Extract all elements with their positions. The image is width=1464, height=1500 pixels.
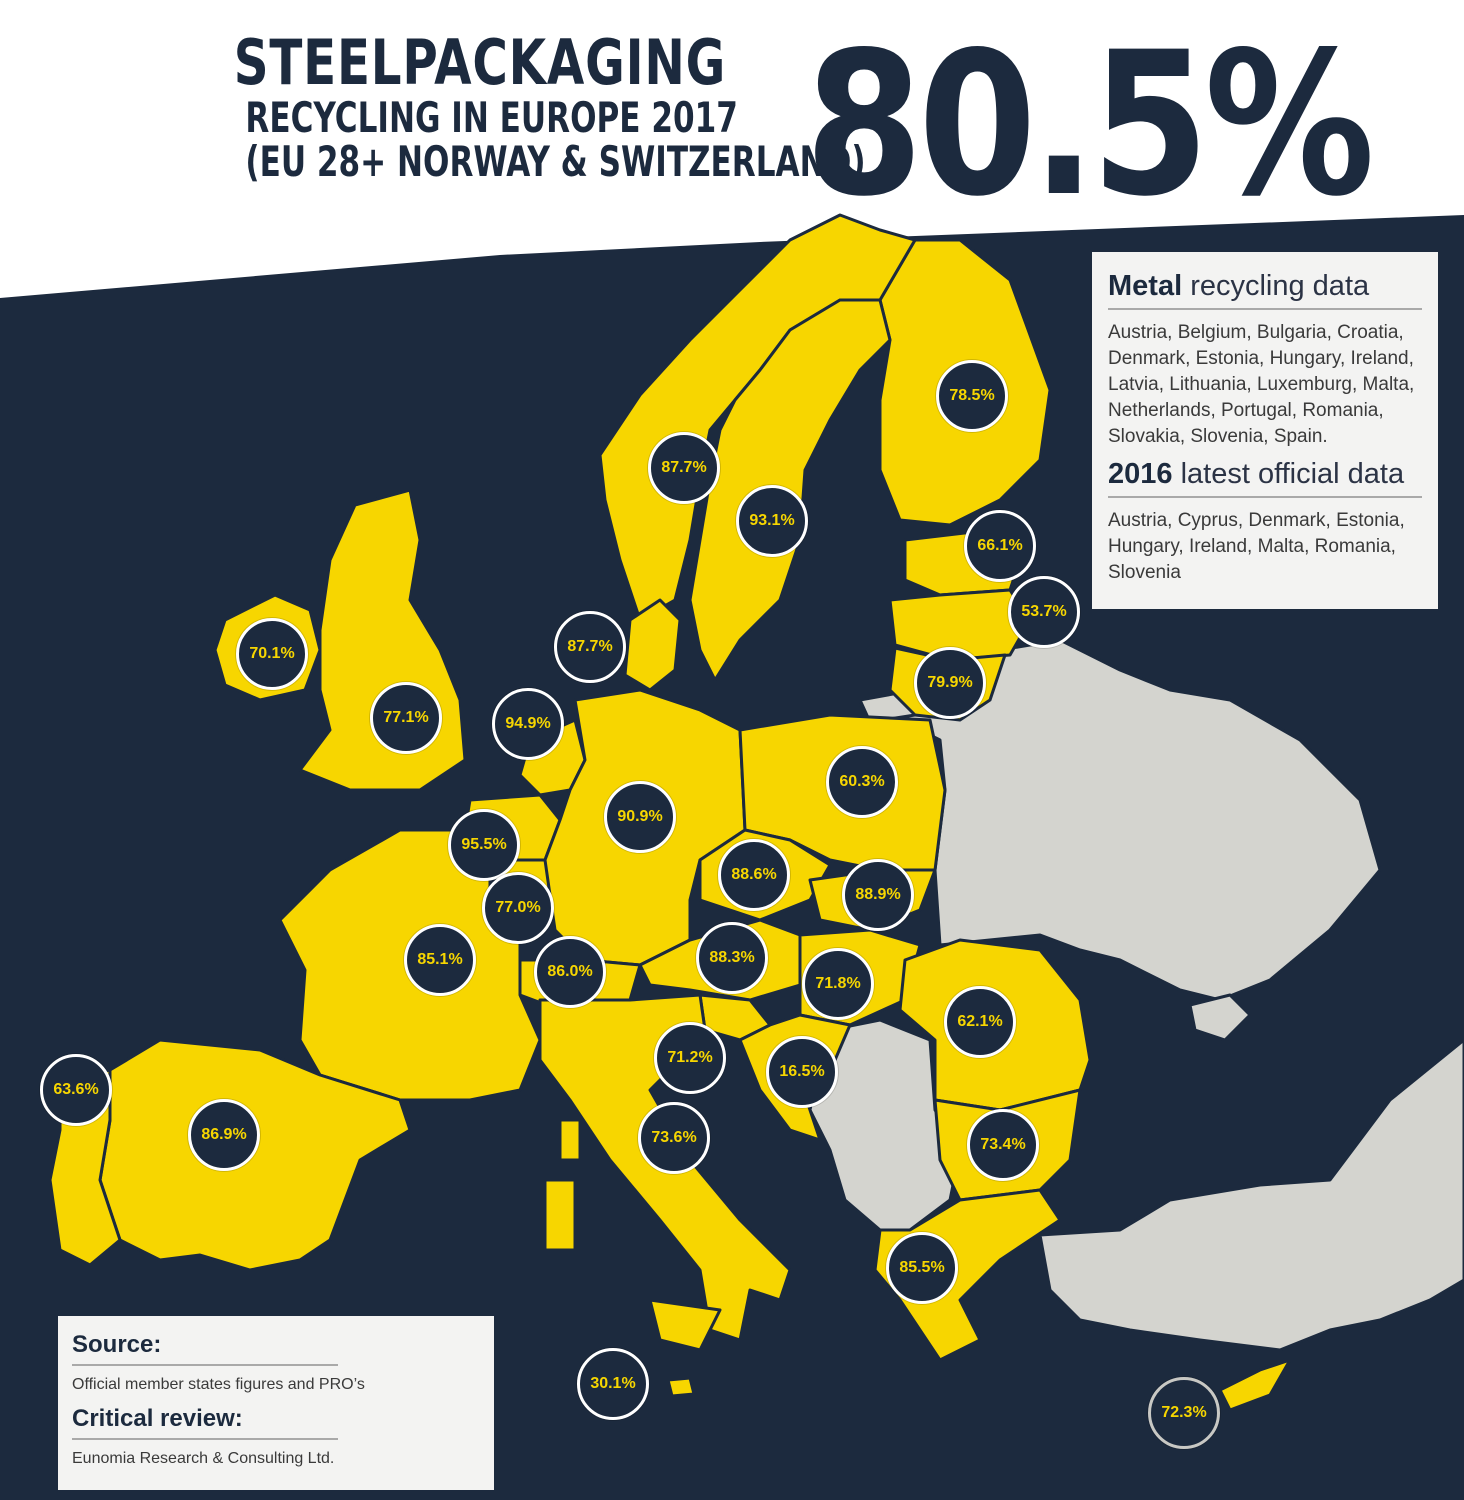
badge-germany: 90.9% bbox=[604, 781, 676, 853]
title-main: STEELPACKAGING bbox=[233, 26, 727, 99]
badge-bulgaria: 73.4% bbox=[967, 1109, 1039, 1181]
badge-portugal: 63.6% bbox=[40, 1054, 112, 1126]
latest-data-countries: Austria, Cyprus, Denmark, Estonia, Hunga… bbox=[1108, 510, 1405, 583]
badge-romania: 62.1% bbox=[944, 986, 1016, 1058]
denmark-shape bbox=[623, 598, 682, 692]
latest-heading-rest: latest official data bbox=[1172, 458, 1405, 490]
header-band bbox=[0, 0, 1464, 298]
data-notes-panel: Metal recycling data Austria, Belgium, B… bbox=[1092, 252, 1438, 609]
badge-greece: 85.5% bbox=[886, 1232, 958, 1304]
badge-switzerland: 86.0% bbox=[534, 936, 606, 1008]
badge-hungary: 71.8% bbox=[802, 948, 874, 1020]
badge-austria: 88.3% bbox=[696, 922, 768, 994]
badge-united-kingdom: 77.1% bbox=[370, 682, 442, 754]
review-heading: Critical review: bbox=[72, 1405, 243, 1432]
badge-netherlands: 94.9% bbox=[492, 688, 564, 760]
turkey-landmass bbox=[1038, 1038, 1464, 1352]
badge-finland: 78.5% bbox=[936, 360, 1008, 432]
corsica-shape bbox=[558, 1118, 582, 1162]
crimea-landmass bbox=[1188, 993, 1252, 1042]
metal-heading-bold: Metal bbox=[1108, 270, 1183, 302]
metal-data-countries: Austria, Belgium, Bulgaria, Croatia, Den… bbox=[1108, 322, 1415, 447]
title-subtitle: RECYCLING IN EUROPE 2017 bbox=[245, 93, 738, 142]
source-text: Official member states figures and PRO’s bbox=[72, 1376, 365, 1393]
title-block: STEELPACKAGING RECYCLING IN EUROPE 2017 … bbox=[170, 26, 866, 186]
badge-denmark: 87.7% bbox=[554, 611, 626, 683]
badge-italy: 73.6% bbox=[638, 1102, 710, 1174]
title-scope: (EU 28+ NORWAY & SWITZERLAND) bbox=[245, 137, 866, 186]
latest-data-heading: 2016 latest official data bbox=[1108, 456, 1422, 492]
divider bbox=[1108, 496, 1422, 498]
badge-luxembourg: 77.0% bbox=[482, 872, 554, 944]
sardinia-shape bbox=[543, 1178, 577, 1252]
review-text: Eunomia Research & Consulting Ltd. bbox=[72, 1450, 335, 1467]
badge-czech-republic: 88.6% bbox=[718, 839, 790, 911]
source-heading: Source: bbox=[72, 1331, 162, 1358]
badge-poland: 60.3% bbox=[826, 746, 898, 818]
badge-lithuania: 79.9% bbox=[914, 647, 986, 719]
sicily-shape bbox=[648, 1298, 722, 1352]
divider bbox=[72, 1364, 338, 1366]
badge-croatia: 16.5% bbox=[766, 1036, 838, 1108]
metal-heading-rest: recycling data bbox=[1182, 270, 1370, 302]
badge-sweden: 93.1% bbox=[736, 485, 808, 557]
badge-norway: 87.7% bbox=[648, 432, 720, 504]
badge-ireland: 70.1% bbox=[236, 618, 308, 690]
source-panel: Source: Official member states figures a… bbox=[58, 1316, 494, 1490]
badge-cyprus: 72.3% bbox=[1148, 1377, 1220, 1449]
badge-spain: 86.9% bbox=[188, 1099, 260, 1171]
badge-malta: 30.1% bbox=[577, 1348, 649, 1420]
overall-recycling-rate: 80.5% bbox=[804, 9, 1375, 240]
badge-estonia: 66.1% bbox=[964, 510, 1036, 582]
divider bbox=[1108, 308, 1422, 310]
latest-heading-bold: 2016 bbox=[1108, 458, 1173, 490]
badge-slovakia: 88.9% bbox=[842, 859, 914, 931]
badge-france: 85.1% bbox=[404, 924, 476, 996]
divider bbox=[72, 1438, 338, 1440]
metal-data-heading: Metal recycling data bbox=[1108, 268, 1422, 304]
badge-slovenia: 71.2% bbox=[654, 1022, 726, 1094]
badge-belgium: 95.5% bbox=[448, 809, 520, 881]
cyprus-shape bbox=[1218, 1358, 1292, 1412]
badge-latvia: 53.7% bbox=[1008, 576, 1080, 648]
malta-shape bbox=[666, 1376, 696, 1398]
